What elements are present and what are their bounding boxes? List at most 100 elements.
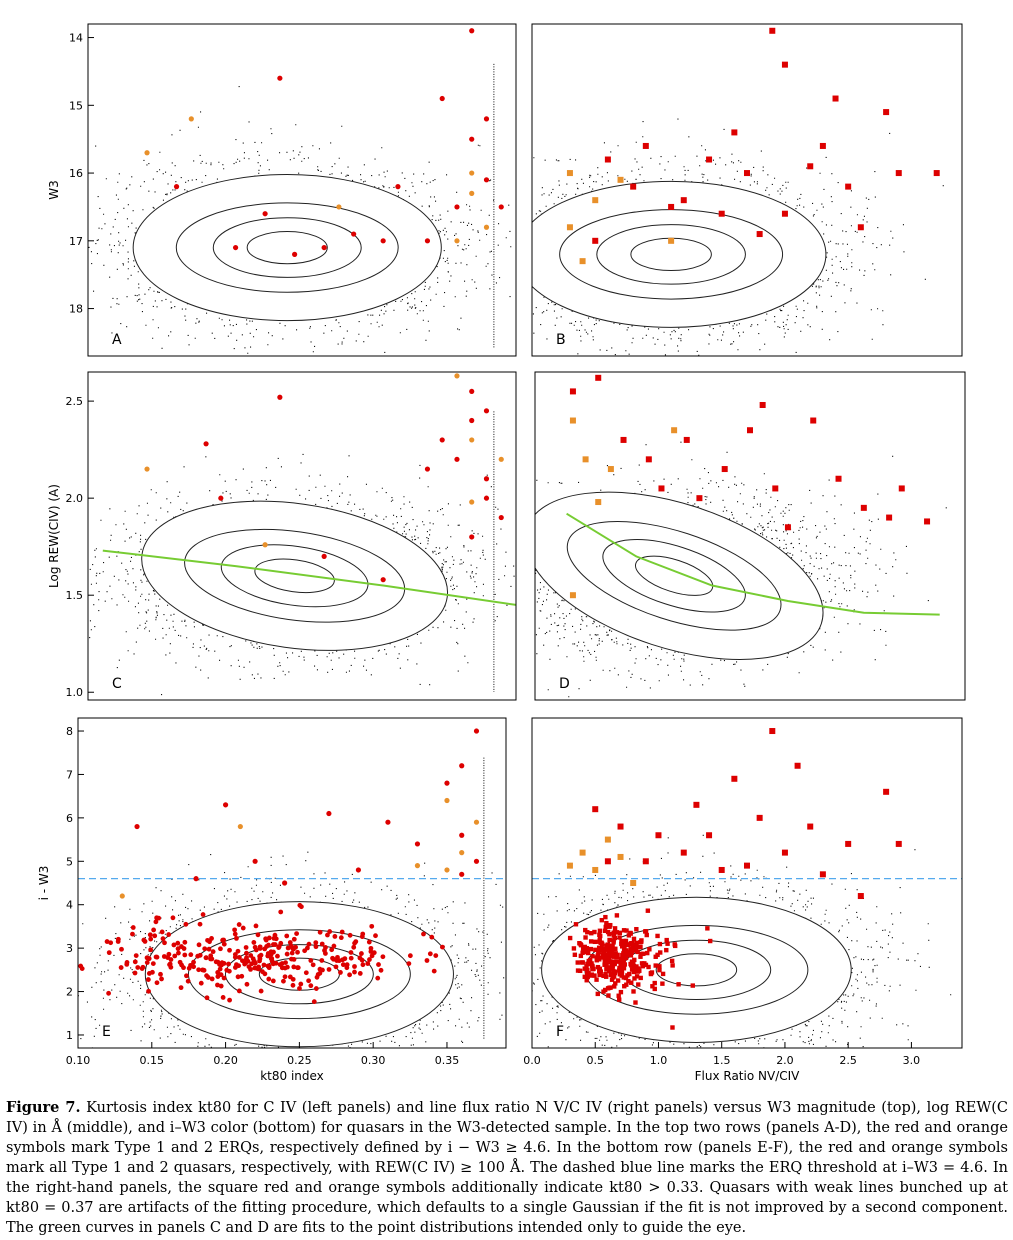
type1-point [613, 951, 618, 956]
type1-point [860, 504, 867, 511]
type1-point [347, 932, 353, 938]
type1-point [636, 966, 641, 971]
type2-point [498, 456, 504, 462]
type1-point [240, 925, 246, 931]
type1-point [261, 962, 267, 968]
type1-point [718, 866, 725, 873]
type1-point [756, 231, 763, 238]
type1-point [208, 953, 214, 959]
type1-point [351, 944, 357, 950]
panel-F-contour [655, 953, 738, 987]
type1-point [596, 945, 602, 950]
type1-point [209, 936, 214, 941]
type1-point [636, 982, 641, 987]
type1-point [721, 466, 728, 473]
type1-point [159, 976, 164, 982]
type1-point [747, 427, 753, 434]
type1-point [264, 944, 270, 949]
type1-point [294, 931, 300, 937]
type1-point [593, 947, 598, 953]
type1-point [597, 972, 602, 978]
type1-point [832, 95, 839, 102]
type1-point [601, 973, 606, 979]
type1-point [670, 1025, 675, 1030]
type1-point [326, 810, 332, 817]
type1-point [218, 946, 223, 952]
type1-point [191, 959, 196, 965]
x-tick-label: 0.0 [523, 1054, 541, 1067]
type1-point [197, 952, 203, 958]
type1-point [602, 962, 607, 967]
type1-point [670, 963, 675, 968]
type1-point [658, 950, 663, 955]
type1-point [483, 116, 490, 122]
panel-D: D [534, 371, 966, 701]
type1-point [235, 948, 241, 954]
y-tick-label: 1.5 [66, 589, 84, 602]
type1-point [317, 929, 323, 935]
type1-point [613, 981, 618, 986]
type1-point [631, 936, 637, 942]
type1-point [454, 456, 460, 462]
type1-point [352, 969, 357, 975]
type1-point [290, 976, 296, 982]
type1-point [153, 919, 159, 925]
type1-point [680, 197, 687, 204]
panel-B-contour [596, 224, 746, 285]
panel-A-contour [246, 230, 328, 265]
type1-point [221, 961, 227, 966]
type2-point [469, 437, 475, 443]
type1-point [621, 938, 626, 944]
type1-point [622, 984, 627, 989]
type1-point [631, 960, 636, 966]
type1-point [592, 939, 598, 945]
type1-point [652, 980, 657, 986]
type1-point [298, 981, 304, 987]
type1-point [188, 952, 194, 958]
type1-point [578, 953, 584, 959]
panel-D-contour [602, 539, 746, 613]
type1-point [580, 950, 585, 955]
x-tick-label: 0.10 [66, 1054, 91, 1067]
type1-point [147, 932, 153, 938]
type2-point [617, 853, 624, 860]
type1-point [618, 956, 623, 962]
type1-point [347, 972, 352, 978]
type1-point [151, 927, 157, 933]
type1-point [610, 943, 615, 949]
type1-point [182, 939, 188, 945]
type1-point [167, 962, 172, 968]
type1-point [683, 436, 690, 443]
panel-letter: D [559, 676, 570, 692]
type1-point [650, 984, 655, 989]
type2-point [444, 797, 450, 804]
type1-point [239, 973, 245, 979]
type1-point [604, 156, 611, 163]
panel-C-plot-area [88, 373, 516, 696]
type1-point [612, 961, 617, 967]
type1-point [469, 28, 475, 34]
type1-point [615, 978, 621, 983]
type2-point [473, 819, 480, 825]
type1-point [175, 940, 181, 946]
type1-point [39, 969, 44, 974]
panel-B-plot-area [532, 27, 944, 356]
type1-point [171, 942, 177, 948]
x-tick-label: 0.30 [361, 1054, 386, 1067]
type1-point [191, 964, 197, 970]
type1-point [235, 974, 241, 980]
type1-point [619, 971, 625, 976]
panel-C-contour [141, 500, 449, 651]
type1-point [631, 946, 636, 951]
type1-point [857, 893, 864, 900]
type1-point [584, 978, 589, 983]
type1-point [595, 374, 602, 381]
y-tick-label: 1.0 [66, 686, 84, 699]
type1-point [606, 965, 611, 971]
type1-point [295, 965, 300, 971]
type1-point [631, 963, 637, 969]
type1-point [601, 989, 606, 994]
type1-point [258, 988, 264, 994]
type1-point [657, 964, 662, 969]
type1-point [289, 950, 295, 956]
